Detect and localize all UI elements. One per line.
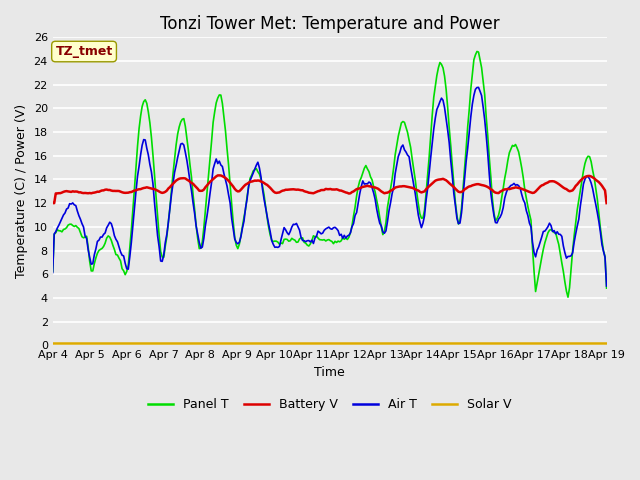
Legend: Panel T, Battery V, Air T, Solar V: Panel T, Battery V, Air T, Solar V [143,393,516,416]
Y-axis label: Temperature (C) / Power (V): Temperature (C) / Power (V) [15,104,28,278]
X-axis label: Time: Time [314,366,345,379]
Text: TZ_tmet: TZ_tmet [56,45,113,58]
Title: Tonzi Tower Met: Temperature and Power: Tonzi Tower Met: Temperature and Power [160,15,499,33]
